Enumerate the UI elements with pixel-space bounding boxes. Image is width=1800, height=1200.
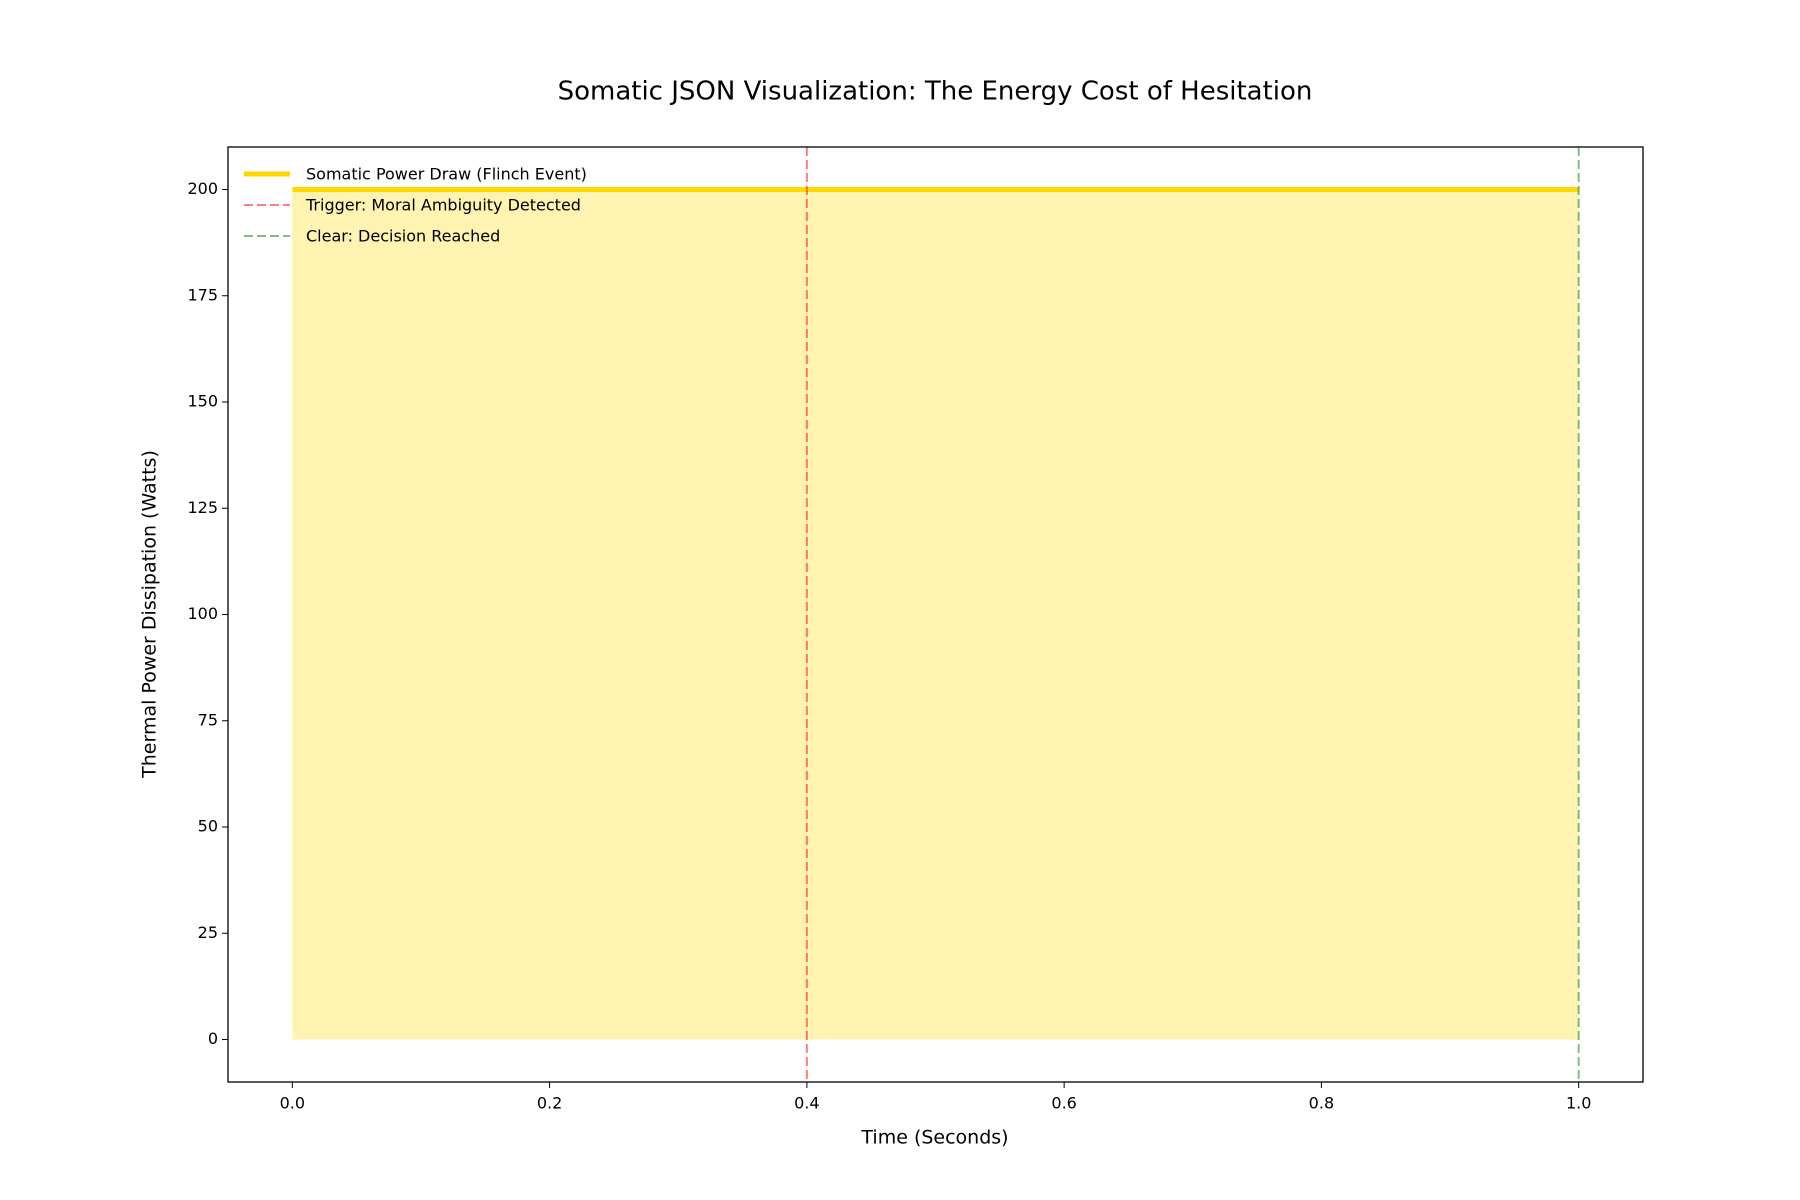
y-tick-label: 50 (198, 817, 218, 836)
x-tick-label: 0.6 (1051, 1094, 1076, 1113)
y-tick-label: 75 (198, 710, 218, 729)
x-tick-label: 0.4 (794, 1094, 819, 1113)
y-tick-label: 0 (208, 1029, 218, 1048)
x-tick-label: 1.0 (1566, 1094, 1591, 1113)
y-axis-label: Thermal Power Dissipation (Watts) (139, 450, 161, 779)
x-tick-label: 0.8 (1309, 1094, 1334, 1113)
chart-title: Somatic JSON Visualization: The Energy C… (558, 77, 1313, 107)
y-tick-label: 100 (187, 604, 218, 623)
y-tick-label: 125 (187, 498, 218, 517)
y-tick-label: 175 (187, 285, 218, 304)
y-tick-label: 150 (187, 392, 218, 411)
x-tick-label: 0.2 (537, 1094, 562, 1113)
y-tick-label: 25 (198, 923, 218, 942)
x-tick-label: 0.0 (280, 1094, 305, 1113)
legend-label: Somatic Power Draw (Flinch Event) (306, 165, 587, 184)
area-fill (292, 189, 1579, 1040)
y-tick-label: 200 (187, 179, 218, 198)
x-axis-label: Time (Seconds) (860, 1127, 1008, 1149)
legend-label: Trigger: Moral Ambiguity Detected (305, 196, 581, 215)
legend-label: Clear: Decision Reached (306, 227, 500, 246)
plot-frame (227, 146, 1644, 1083)
